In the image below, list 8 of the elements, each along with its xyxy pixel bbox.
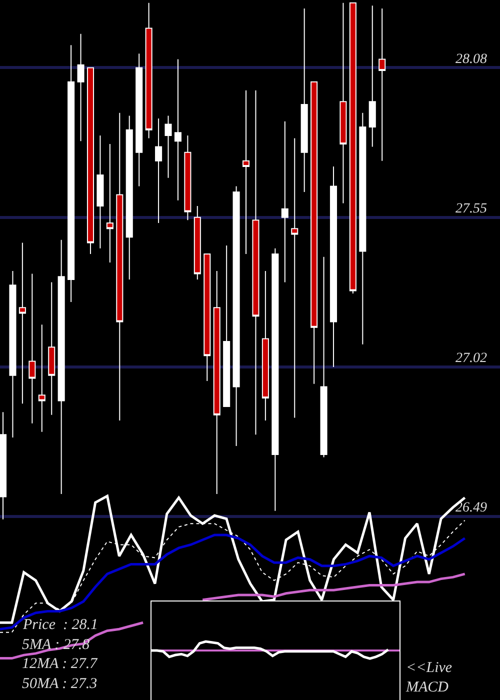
y-tick-label: 26.49 xyxy=(456,500,487,516)
y-tick-label: 27.02 xyxy=(456,351,487,366)
annotation: 50MA : 27.3 xyxy=(22,676,98,692)
y-tick-label: 27.55 xyxy=(456,201,487,216)
y-tick-label: 28.08 xyxy=(456,52,487,67)
annotation: Price : 28.1 xyxy=(22,617,98,633)
text: <<Live MACD xyxy=(405,660,452,696)
annotation: 12MA : 27.7 xyxy=(22,656,99,672)
